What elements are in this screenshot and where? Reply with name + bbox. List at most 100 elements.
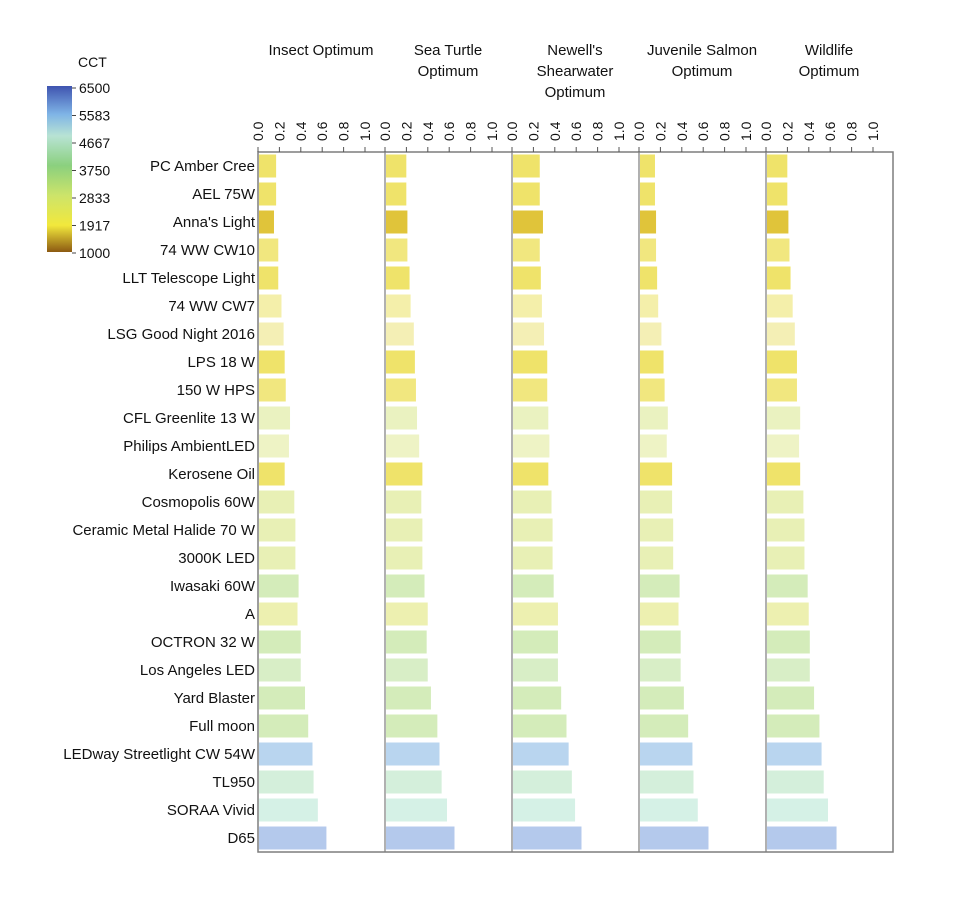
bar: [513, 294, 542, 318]
colorbar-tick-label: 2833: [79, 190, 110, 206]
bar: [767, 294, 793, 318]
panel: Insect Optimum 0.0 0.2 0.4 0.6 0.8 1.0: [250, 42, 374, 850]
bar: [767, 686, 815, 710]
bar: [767, 154, 788, 178]
bar: [259, 826, 327, 850]
bar: [386, 714, 438, 738]
bar: [767, 826, 837, 850]
bar: [513, 210, 543, 234]
x-tick-label: 1.0: [484, 121, 500, 141]
category-label: LLT Telescope Light: [122, 270, 255, 287]
bar: [259, 770, 314, 794]
bar: [767, 798, 828, 822]
bar: [767, 378, 797, 402]
x-tick-label: 0.0: [631, 121, 647, 141]
bar: [640, 490, 673, 514]
colorbar-gradient: [47, 86, 72, 252]
category-label: TL950: [212, 774, 255, 791]
bar: [386, 154, 407, 178]
x-tick-label: 1.0: [611, 121, 627, 141]
bar: [259, 378, 286, 402]
bar: [513, 406, 549, 430]
bar: [386, 238, 408, 262]
x-tick-label: 0.2: [525, 121, 541, 141]
bar: [767, 714, 820, 738]
bar: [513, 798, 576, 822]
bar: [386, 686, 431, 710]
bar: [640, 462, 673, 486]
category-label: LEDway Streetlight CW 54W: [63, 746, 256, 763]
bar: [767, 574, 808, 598]
bar: [767, 742, 822, 766]
x-tick-label: 1.0: [357, 121, 373, 141]
bar: [640, 630, 681, 654]
bar: [767, 322, 795, 346]
bar: [640, 266, 658, 290]
category-label: Full moon: [189, 718, 255, 735]
bar: [386, 798, 447, 822]
bar: [386, 742, 440, 766]
bar: [386, 826, 455, 850]
x-tick-label: 0.4: [547, 121, 563, 141]
panel-title: Insect Optimum: [268, 42, 373, 59]
bar: [513, 378, 548, 402]
bar: [386, 210, 408, 234]
bar: [513, 238, 540, 262]
x-tick-label: 0.4: [420, 121, 436, 141]
bar: [640, 182, 655, 206]
panel: Juvenile Salmon Optimum 0.0 0.2 0.4 0.6 0.8 1.0: [631, 42, 757, 852]
bar: [513, 434, 550, 458]
bar: [513, 154, 540, 178]
bar: [640, 742, 693, 766]
bar: [767, 518, 805, 542]
category-label: AEL 75W: [192, 186, 256, 203]
bar: [513, 350, 548, 374]
bar: [386, 630, 427, 654]
x-tick-label: 0.6: [314, 121, 330, 141]
bar: [640, 714, 689, 738]
bar: [513, 714, 567, 738]
bar: [259, 266, 279, 290]
bar: [767, 238, 790, 262]
bar: [259, 574, 299, 598]
bar: [767, 266, 791, 290]
bar: [640, 154, 655, 178]
category-labels: PC Amber Cree AEL 75W Anna's Light 74 WW CW…: [63, 158, 256, 847]
category-label: A: [245, 606, 255, 623]
bar: [386, 182, 407, 206]
bar: [386, 602, 428, 626]
bar: [386, 266, 410, 290]
colorbar-tick-label: 1917: [79, 218, 110, 234]
category-label: 3000K LED: [178, 550, 255, 567]
category-label: 74 WW CW7: [168, 298, 255, 315]
bar: [259, 462, 285, 486]
bar: [767, 350, 797, 374]
bar: [259, 322, 284, 346]
colorbar-tick-label: 4667: [79, 135, 110, 151]
bar: [640, 294, 659, 318]
x-tick-label: 0.0: [250, 121, 266, 141]
bar: [259, 714, 309, 738]
x-tick-label: 0.8: [590, 121, 606, 141]
bar: [386, 294, 411, 318]
x-tick-label: 0.8: [463, 121, 479, 141]
x-tick-label: 0.2: [652, 121, 668, 141]
category-label: D65: [227, 830, 255, 847]
bar: [640, 406, 668, 430]
panel-title: Newell's Shearwater Optimum: [537, 42, 614, 101]
bar: [767, 658, 810, 682]
bar: [767, 770, 824, 794]
bar: [767, 182, 788, 206]
bar: [640, 602, 679, 626]
bar: [767, 546, 805, 570]
x-tick-label: 0.6: [441, 121, 457, 141]
bar: [640, 658, 681, 682]
x-tick-label: 0.4: [674, 121, 690, 141]
bar: [386, 546, 423, 570]
bar: [513, 686, 562, 710]
bar: [513, 490, 552, 514]
bar: [386, 406, 418, 430]
bar: [640, 798, 698, 822]
plot-frame: [257, 151, 894, 853]
